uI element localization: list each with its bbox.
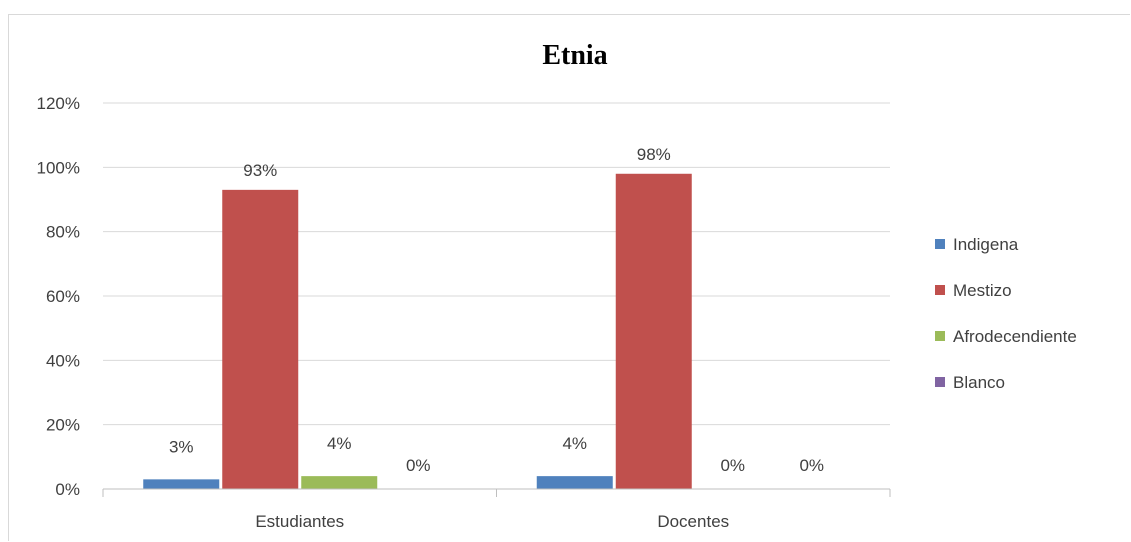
legend-swatch [935,377,945,387]
bar-docentes-indigena [536,476,613,489]
bars [143,173,692,489]
data-label: 93% [243,161,277,180]
legend-label: Afrodecendiente [953,327,1077,346]
y-tick-label: 20% [46,416,80,435]
data-label: 98% [637,145,671,164]
legend-label: Indigena [953,235,1019,254]
chart-frame [8,14,1130,541]
data-label: 0% [406,456,431,475]
data-label: 4% [562,434,587,453]
data-label: 0% [799,456,824,475]
data-label: 0% [720,456,745,475]
x-tick-label: Docentes [657,512,729,531]
y-tick-label: 0% [55,480,80,499]
x-tick-label: Estudiantes [255,512,344,531]
bar-estudiantes-indigena [143,479,220,489]
data-label: 4% [327,434,352,453]
y-tick-label: 80% [46,223,80,242]
data-label: 3% [169,437,194,456]
y-tick-label: 40% [46,351,80,370]
legend-swatch [935,331,945,341]
x-axis: Estudiantes Docentes [102,488,891,531]
bar-docentes-mestizo [615,173,692,489]
data-labels: 3% 93% 4% 0% 4% 98% 0% 0% [169,145,824,475]
gridlines [103,102,890,426]
legend-swatch [935,239,945,249]
legend-label: Mestizo [953,281,1012,300]
y-axis-ticks: 0% 20% 40% 60% 80% 100% 120% [37,94,80,499]
bar-estudiantes-mestizo [222,189,299,489]
y-tick-label: 100% [37,158,80,177]
legend-label: Blanco [953,373,1005,392]
bar-estudiantes-afrodecendiente [301,476,378,489]
y-tick-label: 60% [46,287,80,306]
legend-swatch [935,285,945,295]
legend: Indigena Mestizo Afrodecendiente Blanco [935,235,1077,392]
y-tick-label: 120% [37,94,80,113]
chart-title: Etnia [542,40,607,71]
